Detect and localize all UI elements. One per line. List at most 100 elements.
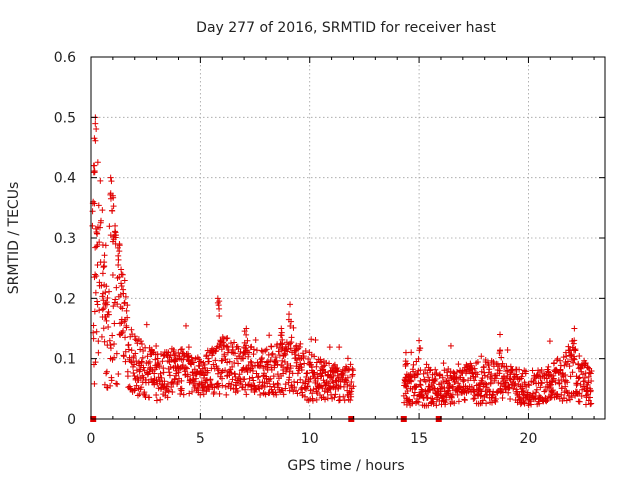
data-point	[538, 379, 545, 386]
data-point	[91, 200, 98, 207]
data-point	[313, 363, 320, 370]
data-point	[187, 360, 194, 367]
data-point	[556, 380, 563, 387]
data-point	[95, 202, 102, 209]
data-point	[307, 375, 314, 382]
data-point	[297, 376, 304, 383]
data-point	[159, 358, 166, 365]
data-point	[226, 358, 233, 365]
data-point	[587, 387, 594, 394]
data-point	[131, 386, 138, 393]
data-point	[461, 397, 468, 404]
data-point	[520, 399, 527, 406]
data-point	[518, 373, 525, 380]
data-point	[305, 378, 312, 385]
data-point	[520, 387, 527, 394]
data-point	[153, 391, 160, 398]
data-points	[89, 114, 595, 409]
data-point	[101, 338, 108, 345]
data-point	[218, 346, 225, 353]
data-point	[327, 385, 334, 392]
data-point	[322, 396, 329, 403]
data-point	[108, 178, 115, 185]
data-point	[111, 320, 118, 327]
data-point	[291, 384, 298, 391]
data-point	[93, 273, 100, 280]
data-point	[286, 387, 293, 394]
data-point	[160, 369, 167, 376]
data-point	[455, 361, 462, 368]
data-point	[262, 391, 269, 398]
data-point	[527, 398, 534, 405]
data-point	[138, 358, 145, 365]
data-point	[402, 361, 409, 368]
data-point	[309, 397, 316, 404]
data-point	[128, 347, 135, 354]
data-point	[474, 371, 481, 378]
data-point	[169, 389, 176, 396]
data-point	[248, 359, 255, 366]
data-point	[287, 365, 294, 372]
data-point	[294, 390, 301, 397]
data-point	[288, 318, 295, 325]
axis-ticks	[90, 56, 605, 420]
data-point	[326, 360, 333, 367]
data-point	[153, 343, 160, 350]
data-point	[107, 174, 114, 181]
data-point	[536, 400, 543, 407]
data-point	[567, 373, 574, 380]
data-point	[584, 364, 591, 371]
data-point	[415, 399, 422, 406]
data-point	[587, 370, 594, 377]
data-point	[423, 361, 430, 368]
data-point	[204, 369, 211, 376]
data-point	[528, 401, 535, 408]
data-point	[95, 349, 102, 356]
data-point	[538, 367, 545, 374]
data-point	[429, 395, 436, 402]
data-point	[562, 383, 569, 390]
data-point	[274, 361, 281, 368]
data-point	[538, 380, 545, 387]
data-point	[103, 301, 110, 308]
data-point	[486, 366, 493, 373]
data-point	[235, 360, 242, 367]
data-point	[287, 345, 294, 352]
data-point	[557, 357, 564, 364]
data-point	[293, 387, 300, 394]
data-point	[254, 374, 261, 381]
data-point	[431, 377, 438, 384]
data-point	[113, 350, 120, 357]
data-point	[293, 346, 300, 353]
data-point	[550, 372, 557, 379]
data-point	[90, 162, 97, 169]
data-point	[200, 384, 207, 391]
data-point	[328, 391, 335, 398]
data-point	[90, 322, 97, 329]
data-point	[319, 385, 326, 392]
data-point	[273, 357, 280, 364]
data-point	[289, 370, 296, 377]
data-point	[339, 375, 346, 382]
x-tick-label: 5	[196, 431, 205, 447]
data-point	[350, 383, 357, 390]
data-point	[483, 384, 490, 391]
data-point	[266, 389, 273, 396]
data-point	[234, 388, 241, 395]
data-point	[440, 360, 447, 367]
data-point	[165, 388, 172, 395]
data-point	[294, 379, 301, 386]
data-point	[331, 394, 338, 401]
data-point	[287, 301, 294, 308]
data-point	[478, 353, 485, 360]
data-point	[111, 340, 118, 347]
data-point	[210, 361, 217, 368]
data-point	[308, 336, 315, 343]
data-point	[257, 391, 264, 398]
data-point	[488, 371, 495, 378]
data-point	[133, 367, 140, 374]
data-point	[545, 363, 552, 370]
x-tick-label: 0	[87, 431, 96, 447]
data-point	[569, 369, 576, 376]
data-point	[498, 354, 505, 361]
